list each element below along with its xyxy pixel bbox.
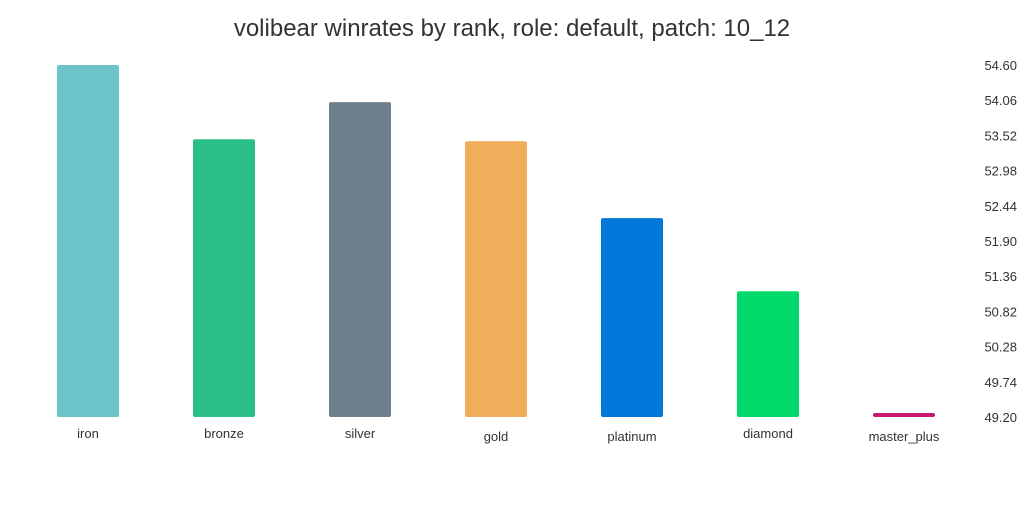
bar-silver bbox=[329, 102, 391, 418]
y-tick-label: 50.82 bbox=[984, 304, 1017, 319]
category-label-bronze: bronze bbox=[204, 426, 244, 441]
y-tick-label: 49.20 bbox=[984, 410, 1017, 425]
y-tick-label: 52.98 bbox=[984, 164, 1017, 179]
category-label-silver: silver bbox=[345, 426, 376, 441]
category-label-master-plus: master_plus bbox=[869, 429, 940, 444]
category-label-platinum: platinum bbox=[607, 429, 656, 444]
category-label-iron: iron bbox=[77, 426, 99, 441]
bar-bronze bbox=[193, 139, 255, 418]
category-labels-group: iron bronze silver gold platinum diamond maste… bbox=[77, 426, 940, 444]
bar-gold bbox=[465, 141, 527, 417]
y-tick-label: 49.74 bbox=[984, 375, 1017, 390]
y-tick-label: 54.06 bbox=[984, 93, 1017, 108]
y-tick-labels-group: 54.60 54.06 53.52 52.98 52.44 51.90 51.36 50.82… bbox=[984, 58, 1017, 425]
bar-platinum bbox=[601, 218, 663, 417]
y-tick-label: 52.44 bbox=[984, 199, 1017, 214]
y-tick-label: 54.60 bbox=[984, 58, 1017, 73]
bar-iron bbox=[57, 65, 119, 417]
bar-diamond bbox=[737, 291, 799, 417]
y-tick-label: 51.36 bbox=[984, 269, 1017, 284]
bars-group bbox=[57, 65, 935, 418]
bar-master-plus bbox=[873, 413, 935, 417]
category-label-diamond: diamond bbox=[743, 426, 793, 441]
y-tick-label: 53.52 bbox=[984, 128, 1017, 143]
category-label-gold: gold bbox=[484, 429, 509, 444]
y-tick-label: 50.28 bbox=[984, 340, 1017, 355]
chart-title: volibear winrates by rank, role: default… bbox=[234, 15, 790, 42]
y-tick-label: 51.90 bbox=[984, 234, 1017, 249]
